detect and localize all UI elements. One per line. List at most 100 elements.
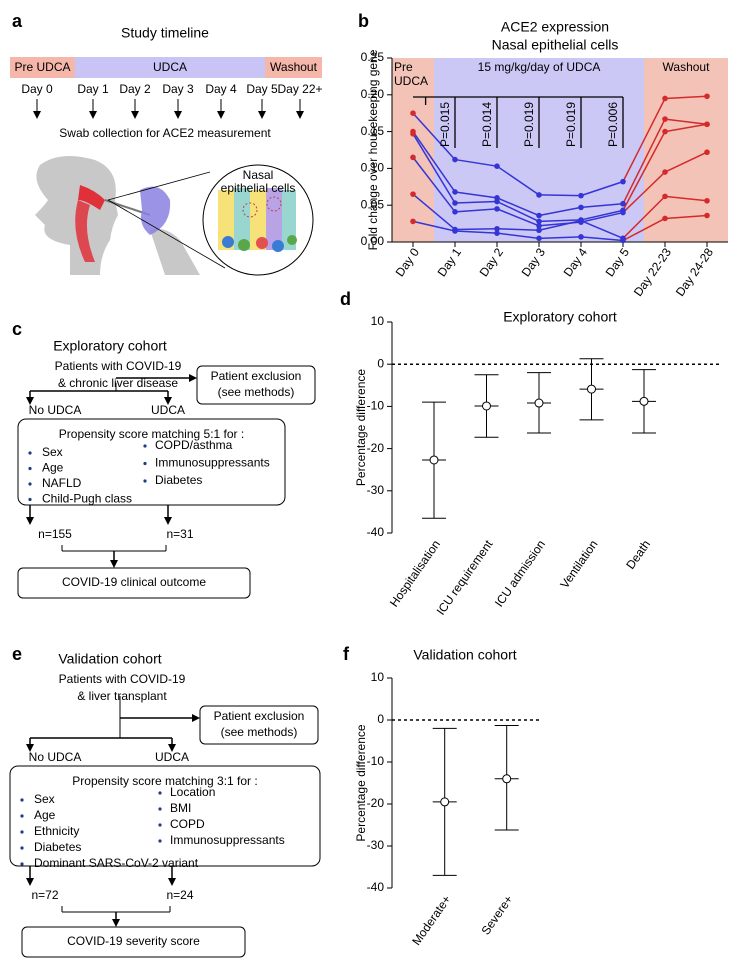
phase-label: UDCA <box>394 74 428 88</box>
day-label: Day 4 <box>205 82 237 96</box>
population: Patients with COVID-19 <box>59 672 186 686</box>
criterion: Age <box>34 808 56 822</box>
y-tick-label: -40 <box>367 880 385 894</box>
y-tick-label: 0.15 <box>361 124 385 138</box>
data-point <box>429 455 439 465</box>
chart-subtitle: Nasal epithelial cells <box>492 37 619 53</box>
data-point <box>620 200 626 207</box>
line-segment <box>454 158 498 167</box>
data-point <box>578 234 584 240</box>
criterion: NAFLD <box>42 476 82 490</box>
y-tick-label: 10 <box>371 314 385 328</box>
data-point <box>534 398 544 408</box>
panel-letter: e <box>12 644 22 664</box>
bullet <box>143 479 147 483</box>
phase-label: UDCA <box>153 60 187 74</box>
data-point <box>704 149 710 156</box>
x-tick-label: Day 22-23 <box>631 245 674 299</box>
y-tick-label: -10 <box>367 399 385 413</box>
data-point <box>410 154 416 161</box>
panel-letter: d <box>340 289 351 309</box>
data-point <box>452 200 458 206</box>
matching-box <box>17 418 286 506</box>
bullet <box>28 482 32 486</box>
data-point <box>536 218 542 225</box>
line-segment <box>496 200 540 223</box>
outcome: COVID-19 severity score <box>67 934 200 948</box>
outcome-box <box>21 926 246 958</box>
y-tick-label: -10 <box>367 754 385 768</box>
group-label: No UDCA <box>29 403 82 417</box>
line-segment <box>454 230 498 234</box>
line-segment <box>622 195 666 239</box>
data-point <box>662 116 668 122</box>
timeline-caption: Swab collection for ACE2 measurement <box>59 126 271 140</box>
group-label: UDCA <box>151 403 185 417</box>
population: Patients with COVID-19 <box>55 359 182 373</box>
phase-label: Pre <box>394 60 413 74</box>
group-label: UDCA <box>155 750 189 764</box>
criterion: COPD/asthma <box>155 438 233 452</box>
y-axis-label: Percentage difference <box>354 369 368 487</box>
line-segment <box>538 236 582 240</box>
population: & liver transplant <box>77 689 167 703</box>
data-point <box>452 209 458 215</box>
line-segment <box>454 208 498 213</box>
x-tick-label: Day 1 <box>435 245 465 279</box>
chart-title: Exploratory cohort <box>503 309 617 325</box>
day-label: Day 3 <box>162 82 194 96</box>
bullet <box>28 451 32 455</box>
line-segment <box>412 193 456 231</box>
criterion: Diabetes <box>34 840 81 854</box>
x-tick-label: ICU requirement <box>434 537 496 618</box>
data-point <box>620 178 626 185</box>
data-point <box>494 163 500 169</box>
y-tick-label: 0 <box>377 356 384 370</box>
data-point <box>494 198 500 205</box>
criterion: Sex <box>34 792 55 806</box>
data-point <box>662 193 668 200</box>
criterion: BMI <box>170 801 191 815</box>
line-segment <box>412 220 456 232</box>
group-label: No UDCA <box>29 750 82 764</box>
x-tick-label: Day 0 <box>393 245 423 279</box>
data-point <box>410 110 416 116</box>
day-label: Day 22+ <box>277 82 322 96</box>
outcome-box <box>17 567 251 599</box>
x-tick-label: Day 3 <box>519 245 549 279</box>
flow-title: Validation cohort <box>58 651 161 667</box>
line-segment <box>664 214 708 220</box>
data-point <box>662 215 668 222</box>
data-point <box>704 212 710 219</box>
day-label: Day 1 <box>77 82 109 96</box>
timeline-title: Study timeline <box>121 25 209 41</box>
exclusion: (see methods) <box>218 385 295 399</box>
data-point <box>662 95 668 102</box>
line-segment <box>580 211 624 223</box>
line-segment <box>412 112 456 161</box>
y-axis-label: Fold change over housekeeping gene <box>366 49 380 250</box>
line-segment <box>496 208 540 227</box>
x-tick-label: Ventilation <box>557 538 600 591</box>
criterion: Dominant SARS-CoV-2 variant <box>34 856 199 870</box>
x-tick-label: Hospitalisation <box>387 538 443 610</box>
data-point <box>452 228 458 234</box>
line-segment <box>454 228 498 231</box>
data-point <box>536 223 542 229</box>
data-point <box>536 192 542 198</box>
data-point <box>620 237 626 244</box>
line-segment <box>622 98 666 182</box>
p-value: P=0.019 <box>522 102 536 147</box>
criterion: Immunosuppressants <box>155 456 270 470</box>
data-point <box>704 121 710 128</box>
data-point <box>410 131 416 137</box>
panel-letter: f <box>343 644 350 664</box>
x-tick-label: Day 2 <box>477 245 507 279</box>
data-point <box>536 212 542 219</box>
count: n=155 <box>38 527 72 541</box>
line-segment <box>412 156 456 213</box>
bullet <box>20 798 24 802</box>
data-point <box>620 209 626 216</box>
data-point <box>704 93 710 100</box>
data-point <box>452 189 458 195</box>
